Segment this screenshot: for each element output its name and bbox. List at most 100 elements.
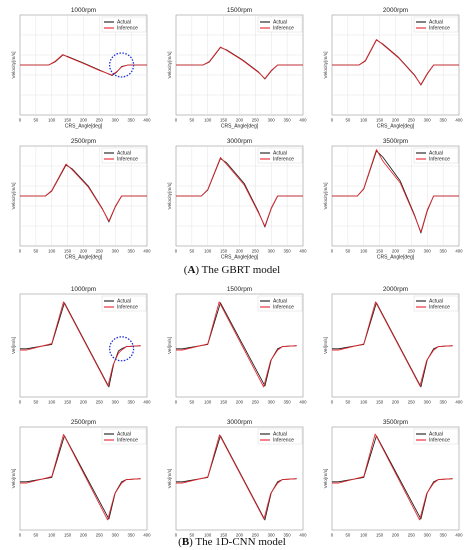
chart-11-xtick-1: 50 (345, 533, 350, 538)
chart-11-legend-label-0: Actual (429, 432, 443, 438)
chart-7-xtick-4: 200 (236, 400, 244, 405)
caption-cnn-text: The 1D-CNN model (195, 536, 286, 548)
chart-6: 1000rpm 0 50 100 150 200 250 300 350 400 Vel[m/s] A… (11, 286, 151, 405)
chart-5-xtick-5: 250 (408, 249, 416, 254)
chart-3-xtick-4: 200 (80, 249, 88, 254)
chart-6-xtick-0: 0 (19, 400, 22, 405)
chart-3-xtick-2: 100 (48, 249, 56, 254)
chart-8-legend-label-1: Inference (429, 305, 450, 311)
chart-1-xtick-1: 50 (189, 118, 194, 123)
chart-6-title: 1000rpm (71, 286, 96, 293)
chart-8-legend-label-0: Actual (429, 299, 443, 305)
chart-10-xtick-8: 400 (299, 533, 307, 538)
chart-4-xtick-8: 400 (299, 249, 307, 254)
chart-6-xtick-7: 350 (128, 400, 136, 405)
chart-3-xtick-5: 250 (96, 249, 104, 254)
chart-7-xtick-7: 350 (284, 400, 292, 405)
chart-2-xtick-0: 0 (331, 118, 334, 123)
chart-9: 2500rpm 0 50 100 150 200 250 300 350 400 Velo[m/s]… (11, 419, 151, 538)
chart-8-xtick-2: 100 (360, 400, 368, 405)
chart-3-legend-label-0: Actual (117, 151, 131, 157)
chart-10-series-inference-line (176, 434, 297, 520)
chart-10-legend-label-0: Actual (273, 432, 287, 438)
chart-10-xtick-4: 200 (236, 533, 244, 538)
chart-9-xtick-0: 0 (19, 533, 22, 538)
chart-0-xlabel: CRS_Angle[deg] (65, 124, 103, 130)
chart-11-ylabel: Velo[m/s] (323, 469, 329, 489)
chart-1-xtick-0: 0 (175, 118, 178, 123)
chart-10-xtick-0: 0 (175, 533, 178, 538)
chart-1: 1500rpm 0 50 100 150 200 250 300 350 400 CRS_Angle… (167, 7, 307, 130)
chart-0-xtick-7: 350 (128, 118, 136, 123)
chart-5-title: 3500rpm (383, 138, 408, 145)
chart-7: 1500rpm 0 50 100 150 200 250 300 350 400 Vel[m/s] A… (167, 286, 307, 405)
chart-0-xtick-1: 50 (33, 118, 38, 123)
chart-9-xtick-5: 250 (96, 533, 104, 538)
chart-1-ylabel: Velocity[m/s] (167, 52, 173, 79)
chart-6-ylabel: Vel[m/s] (11, 337, 17, 354)
chart-10-xtick-6: 300 (268, 533, 276, 538)
chart-0-xtick-2: 100 (48, 118, 56, 123)
chart-1-xtick-7: 350 (284, 118, 292, 123)
chart-5-xlabel: CRS_Angle[deg] (377, 255, 415, 261)
chart-9-xtick-3: 150 (64, 533, 72, 538)
chart-0-ylabel: Velocity[m/s] (11, 52, 17, 79)
chart-4-xtick-2: 100 (204, 249, 212, 254)
chart-5-xtick-2: 100 (360, 249, 368, 254)
chart-3-xtick-3: 150 (64, 249, 72, 254)
chart-0-xtick-8: 400 (143, 118, 151, 123)
chart-2-xlabel: CRS_Angle[deg] (377, 124, 415, 130)
chart-9-xtick-4: 200 (80, 533, 88, 538)
chart-7-ylabel: Vel[m/s] (167, 337, 173, 354)
chart-9-xtick-8: 400 (143, 533, 151, 538)
chart-2-xtick-8: 400 (455, 118, 463, 123)
chart-10-xtick-7: 350 (284, 533, 292, 538)
chart-1-xtick-4: 200 (236, 118, 244, 123)
chart-1-series-inference-line (176, 46, 303, 79)
chart-11-legend-label-1: Inference (429, 438, 450, 444)
chart-6-xtick-1: 50 (33, 400, 38, 405)
caption-cnn-letter: B (181, 536, 190, 548)
chart-5-series-inference-line (332, 149, 459, 233)
chart-7-legend-label-1: Inference (273, 305, 294, 311)
chart-11-title: 3500rpm (383, 419, 408, 426)
chart-4-legend-label-1: Inference (273, 157, 294, 163)
chart-11-xtick-8: 400 (455, 533, 463, 538)
chart-1-xtick-8: 400 (299, 118, 307, 123)
chart-2-xtick-7: 350 (440, 118, 448, 123)
caption-gbrt-text: The GBRT model (201, 264, 281, 276)
chart-8-xtick-5: 250 (408, 400, 416, 405)
chart-2-legend-label-1: Inference (429, 26, 450, 32)
chart-0-legend-label-1: Inference (117, 26, 138, 32)
chart-6-legend-label-1: Inference (117, 305, 138, 311)
chart-2-xtick-4: 200 (392, 118, 400, 123)
chart-4-xtick-6: 300 (268, 249, 276, 254)
chart-10-xtick-3: 150 (220, 533, 228, 538)
chart-1-title: 1500rpm (227, 7, 252, 14)
chart-11-series-inference-line (332, 433, 453, 521)
chart-2-title: 2000rpm (383, 7, 408, 14)
chart-4-legend-label-0: Actual (273, 151, 287, 157)
chart-8-xtick-6: 300 (424, 400, 432, 405)
chart-10: 3000rpm 0 50 100 150 200 250 300 350 400 Velo[m/s]… (167, 419, 307, 538)
chart-3: 2500rpm 0 50 100 150 200 250 300 350 400 CRS_Angle… (11, 138, 151, 261)
chart-2-ylabel: Velocity[m/s] (323, 52, 329, 79)
chart-4-xtick-4: 200 (236, 249, 244, 254)
chart-5-xtick-4: 200 (392, 249, 400, 254)
chart-3-xlabel: CRS_Angle[deg] (65, 255, 103, 261)
chart-4-xtick-7: 350 (284, 249, 292, 254)
chart-0-series-inference-line (20, 54, 147, 76)
chart-9-title: 2500rpm (71, 419, 96, 426)
chart-11-xtick-7: 350 (440, 533, 448, 538)
chart-4-xtick-5: 250 (252, 249, 260, 254)
chart-11: 3500rpm 0 50 100 150 200 250 300 350 400 Velo[m/s]… (323, 419, 463, 538)
chart-10-xtick-5: 250 (252, 533, 260, 538)
chart-4-ylabel: Velocity[m/s] (167, 183, 173, 210)
chart-11-xtick-2: 100 (360, 533, 368, 538)
chart-10-legend-label-1: Inference (273, 438, 294, 444)
chart-7-xtick-8: 400 (299, 400, 307, 405)
chart-5-xtick-7: 350 (440, 249, 448, 254)
chart-8-xtick-8: 400 (455, 400, 463, 405)
chart-8-series-inference-line (332, 301, 453, 387)
